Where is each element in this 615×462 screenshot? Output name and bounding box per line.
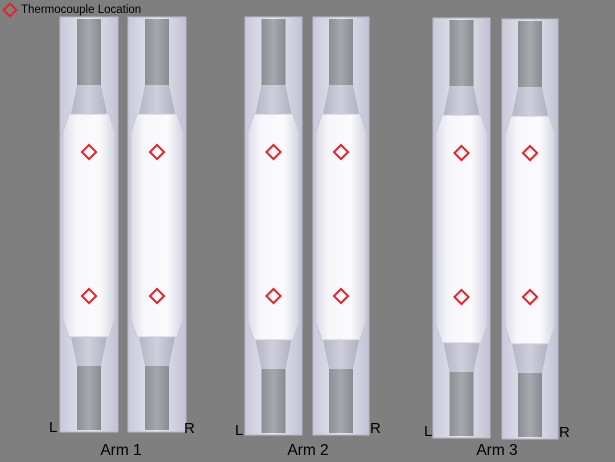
top-taper (323, 85, 359, 114)
bottom-grip (518, 373, 542, 437)
bottom-grip (77, 366, 101, 430)
arm-1-label: Arm 1 (100, 442, 142, 459)
specimen-gauge (247, 113, 300, 341)
thermocouple-marker-lower (521, 288, 539, 306)
specimen-gauge (435, 114, 488, 344)
thermocouple-marker-upper (80, 143, 98, 161)
bottom-taper (323, 340, 359, 369)
arm-1-right-specimen (127, 16, 187, 433)
bottom-taper (255, 340, 292, 369)
top-taper (443, 86, 480, 115)
thermocouple-marker-upper (148, 143, 166, 161)
arm-2-left-specimen (244, 16, 303, 436)
top-grip (145, 19, 169, 85)
thermocouple-marker-lower (453, 288, 470, 306)
specimen-gauge (62, 113, 116, 338)
specimen-gauge (130, 113, 184, 338)
arm-2-right-specimen (312, 16, 370, 436)
thermocouple-marker-upper (453, 144, 470, 162)
thermocouple-marker-lower (80, 287, 98, 305)
specimen-gauge (315, 113, 367, 341)
arm-2-label: Arm 2 (287, 442, 329, 459)
thermocouple-marker-lower (148, 287, 166, 305)
thermocouple-marker-lower (332, 287, 350, 305)
arm-2-left-label: L (235, 422, 244, 439)
top-taper (512, 87, 548, 116)
thermocouple-marker-upper (521, 144, 539, 162)
arm-3-label: Arm 3 (476, 442, 518, 459)
arm-1-right-label: R (184, 420, 195, 437)
bottom-taper (139, 337, 175, 366)
bottom-taper (443, 343, 480, 372)
arm-3-left-specimen (432, 17, 491, 439)
thermocouple-marker-upper (332, 143, 350, 161)
top-taper (255, 85, 292, 114)
bottom-grip (261, 369, 286, 433)
bottom-grip (449, 372, 474, 436)
arm-1-left-label: L (49, 419, 58, 436)
top-grip (261, 19, 286, 85)
arm-1-left-specimen (59, 16, 119, 433)
top-grip (329, 19, 353, 85)
specimen-gauge (504, 115, 556, 345)
thermocouple-marker-lower (265, 287, 282, 305)
arm-3-left-label: L (424, 423, 433, 440)
thermocouple-marker-icon (2, 2, 18, 18)
top-grip (518, 21, 542, 87)
thermocouple-marker-upper (265, 143, 282, 161)
top-grip (77, 19, 101, 85)
legend-label: Thermocouple Location (21, 4, 142, 16)
bottom-taper (512, 344, 548, 373)
bottom-taper (71, 337, 107, 366)
arm-3-right-label: R (559, 424, 570, 441)
top-taper (71, 85, 107, 114)
bottom-grip (329, 369, 353, 433)
legend: Thermocouple Location (2, 2, 141, 18)
arm-3-right-specimen (501, 18, 559, 440)
arm-2-right-label: R (370, 420, 381, 437)
top-taper (139, 85, 175, 114)
top-grip (449, 20, 474, 86)
bottom-grip (145, 366, 169, 430)
